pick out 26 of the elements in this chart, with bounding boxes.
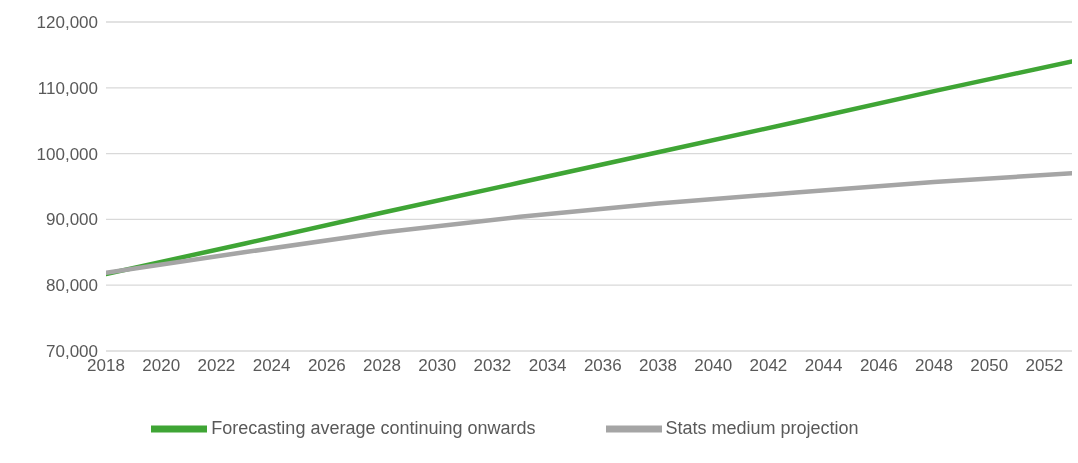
y-tick-label: 80,000: [46, 276, 98, 296]
y-tick-label: 90,000: [46, 210, 98, 230]
x-tick-label: 2052: [1025, 356, 1064, 376]
x-tick-label: 2032: [473, 356, 512, 376]
legend-label: Forecasting average continuing onwards: [211, 417, 536, 438]
x-tick-label: 2038: [639, 356, 677, 376]
line-series: [106, 171, 1072, 275]
x-tick-label: 2028: [363, 356, 401, 376]
x-tick-label: 2046: [859, 356, 898, 376]
x-tick-label: 2044: [804, 356, 843, 376]
x-tick-label: 2042: [749, 356, 788, 376]
y-tick-label: 120,000: [36, 13, 98, 33]
x-tick-label: 2048: [915, 356, 953, 376]
x-tick-label: 2050: [970, 356, 1009, 376]
x-tick-label: 2020: [142, 356, 181, 376]
line-series: [106, 59, 1072, 277]
legend-label: Stats medium projection: [665, 417, 859, 438]
x-tick-label: 2024: [252, 356, 291, 376]
x-tick-label: 2036: [583, 356, 622, 376]
y-tick-label: 110,000: [37, 78, 98, 98]
x-tick-label: 2030: [418, 356, 457, 376]
x-tick-label: 2026: [307, 356, 346, 376]
x-tick-label: 2040: [694, 356, 733, 376]
x-tick-label: 2022: [197, 356, 236, 376]
x-tick-label: 2034: [528, 356, 567, 376]
y-tick-label: 100,000: [36, 144, 98, 164]
